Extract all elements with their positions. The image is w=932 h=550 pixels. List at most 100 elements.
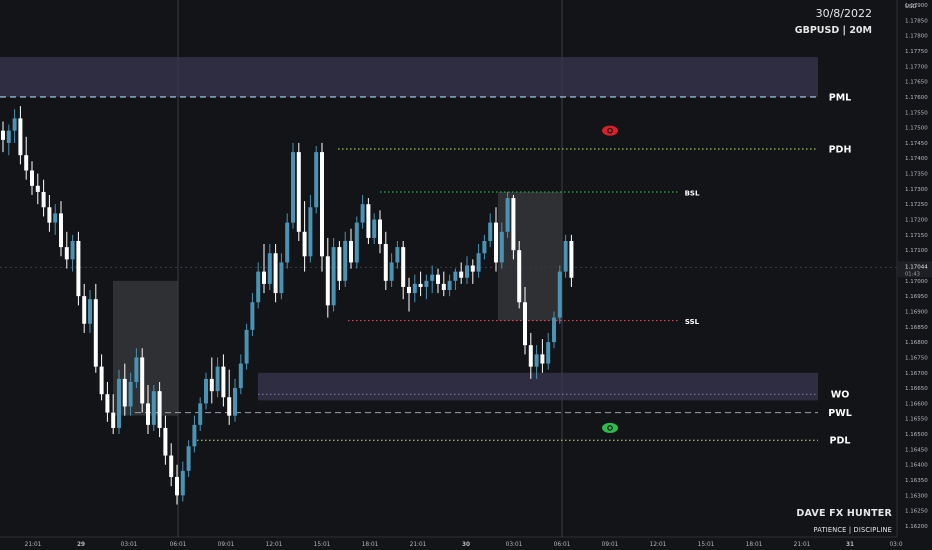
- candle-body: [569, 240, 574, 278]
- time-tick-label: 21:01: [25, 542, 42, 548]
- candle-body: [134, 357, 139, 382]
- candle-body: [256, 271, 261, 303]
- candle-body: [354, 222, 359, 263]
- candle-body: [76, 240, 81, 297]
- candle-body: [511, 198, 516, 251]
- price-tick-label: 1.17250: [905, 202, 928, 208]
- candle-body: [285, 222, 290, 263]
- candle-body: [494, 222, 498, 263]
- candle-body: [302, 231, 307, 257]
- zone-rect: [0, 57, 818, 97]
- candle-body: [378, 219, 382, 245]
- price-tick-label: 1.17150: [905, 233, 928, 239]
- price-tick-label: 1.16250: [905, 509, 928, 515]
- candle-body: [389, 262, 394, 281]
- time-tick-label: 15:01: [698, 542, 715, 548]
- time-tick-label: 31: [846, 542, 854, 548]
- candle-body: [192, 424, 197, 447]
- time-tick-label: 18:01: [746, 542, 763, 548]
- time-tick-label: 06:01: [554, 542, 571, 548]
- candle-body: [262, 271, 266, 284]
- price-tick-label: 1.17900: [905, 3, 928, 9]
- price-tick-label: 1.17650: [905, 80, 928, 86]
- price-tick-label: 1.16900: [905, 309, 928, 315]
- price-tick-label: 1.17300: [905, 187, 928, 193]
- level-label: WO: [831, 390, 850, 401]
- candle-body: [453, 271, 458, 281]
- level-label: PML: [829, 92, 851, 103]
- current-price-label: 1.17044: [905, 264, 928, 270]
- price-tick-label: 1.16700: [905, 371, 928, 377]
- candle-body: [383, 244, 388, 281]
- candle-body: [395, 247, 400, 263]
- candle-body: [41, 191, 46, 208]
- price-tick-label: 1.17200: [905, 218, 928, 224]
- eye-iris: [608, 426, 612, 430]
- candle-body: [314, 152, 319, 208]
- candle-body: [557, 271, 562, 318]
- candle-body: [215, 366, 220, 392]
- candle-body: [140, 357, 145, 404]
- candle-body: [18, 118, 23, 156]
- candle-body: [163, 427, 168, 456]
- candle-body: [459, 271, 464, 278]
- candle-body: [540, 354, 545, 364]
- candle-body: [465, 265, 469, 278]
- candle-body: [70, 240, 75, 260]
- candle-body: [337, 247, 342, 281]
- time-tick-label: 15:01: [314, 542, 331, 548]
- chart-date: 30/8/2022: [815, 7, 872, 20]
- candle-body: [470, 265, 475, 272]
- candle-body: [267, 253, 272, 284]
- price-tick-label: 1.17750: [905, 49, 928, 55]
- candle-body: [546, 342, 551, 364]
- candle-body: [250, 302, 255, 330]
- candle-body: [12, 118, 17, 131]
- candle-body: [308, 207, 313, 257]
- level-label: PDH: [829, 145, 852, 156]
- candle-body: [447, 280, 452, 291]
- candle-body: [349, 240, 353, 263]
- candle-body: [1, 130, 5, 140]
- price-tick-label: 1.17000: [905, 279, 928, 285]
- price-tick-label: 1.17100: [905, 248, 928, 254]
- candle-body: [59, 213, 63, 248]
- chart-symbol[interactable]: GBPUSD | 20M: [794, 25, 872, 36]
- candle-body: [99, 366, 104, 395]
- time-axis-panel[interactable]: [0, 537, 932, 550]
- time-tick-label: 09:01: [602, 542, 619, 548]
- candle-body: [157, 391, 162, 428]
- price-tick-label: 1.16950: [905, 294, 928, 300]
- candle-body: [122, 378, 127, 407]
- candle-body: [30, 170, 34, 186]
- time-tick-label: 12:01: [650, 542, 667, 548]
- candle-body: [320, 152, 324, 257]
- price-tick-label: 1.16750: [905, 355, 928, 361]
- candle-body: [146, 403, 150, 425]
- time-tick-label: 21:01: [794, 542, 811, 548]
- candle-body: [488, 222, 493, 241]
- price-tick-label: 1.16300: [905, 493, 928, 499]
- candle-body: [291, 152, 295, 223]
- candle-body: [221, 366, 226, 398]
- candle-body: [523, 302, 527, 346]
- candle-body: [366, 204, 371, 238]
- candle-body: [244, 329, 249, 364]
- price-tick-label: 1.17500: [905, 126, 928, 132]
- eye-iris: [608, 129, 612, 133]
- candle-body: [424, 280, 429, 287]
- levels-layer: PML PDH BSL SSL WO PWL PDL: [0, 92, 852, 447]
- candle-body: [128, 381, 133, 407]
- level-label: PDL: [830, 436, 851, 447]
- candle-body: [238, 363, 243, 389]
- candle-body: [111, 412, 116, 428]
- price-tick-label: 1.16800: [905, 340, 928, 346]
- price-tick-label: 1.17350: [905, 172, 928, 178]
- price-tick-label: 1.17400: [905, 156, 928, 162]
- candle-body: [441, 283, 446, 291]
- brand-name: DAVE FX HUNTER: [796, 508, 892, 519]
- candle-body: [186, 446, 191, 471]
